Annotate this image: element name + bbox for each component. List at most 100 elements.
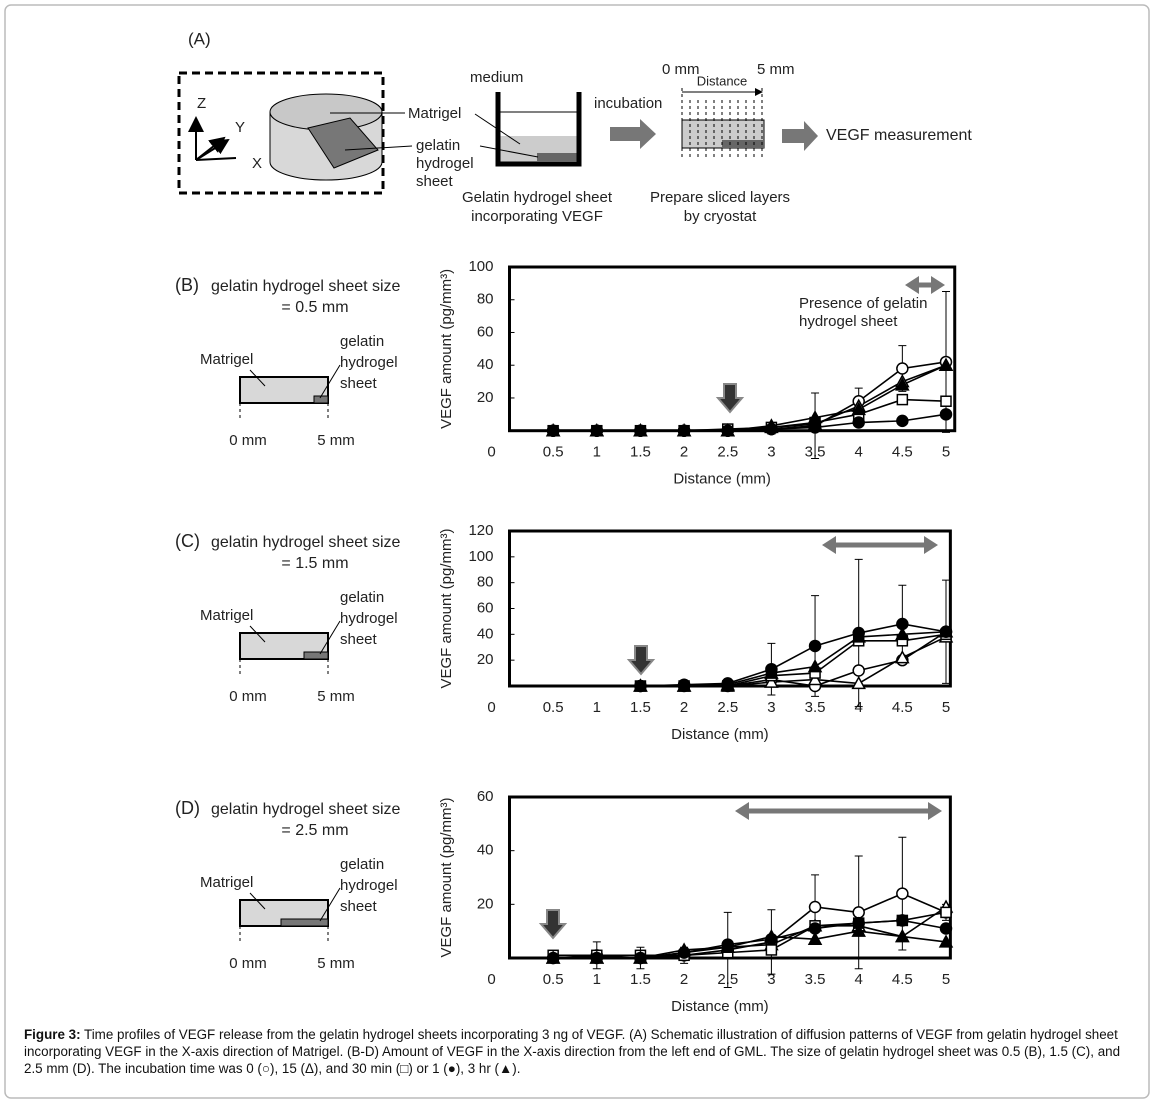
point bbox=[851, 675, 866, 690]
point bbox=[633, 678, 648, 692]
point bbox=[764, 418, 779, 432]
x-tick-label: 1 bbox=[593, 699, 601, 716]
point bbox=[808, 421, 822, 434]
x-tick-label: 4.5 bbox=[892, 699, 913, 716]
y-tick-label: 120 bbox=[468, 522, 493, 539]
panel-label: (C) bbox=[175, 531, 200, 551]
series-line bbox=[553, 398, 947, 432]
y-tick-label: 80 bbox=[477, 291, 494, 308]
series-line bbox=[640, 623, 947, 687]
series-line bbox=[553, 892, 947, 959]
x-tick-label: 2 bbox=[680, 971, 688, 988]
label: Matrigel bbox=[200, 351, 253, 368]
y-axis-label: VEGF amount (pg/mm³) bbox=[438, 797, 455, 957]
sheet bbox=[307, 117, 379, 169]
x-tick-label: 3.5 bbox=[805, 971, 826, 988]
point bbox=[896, 414, 909, 428]
x-tick-label: 3 bbox=[767, 971, 775, 988]
point bbox=[939, 408, 953, 421]
point bbox=[896, 914, 909, 927]
point bbox=[633, 950, 648, 964]
y-tick-label: 40 bbox=[477, 356, 494, 373]
y-tick-label: 20 bbox=[477, 651, 494, 668]
point bbox=[720, 939, 736, 954]
range-head bbox=[905, 276, 945, 294]
edge-lines bbox=[239, 926, 329, 943]
point bbox=[851, 923, 866, 937]
label: 5 mm bbox=[317, 955, 355, 972]
axes-icon bbox=[195, 120, 236, 161]
point bbox=[852, 906, 865, 919]
x-tick-label: 0.5 bbox=[543, 699, 564, 716]
label: Matrigel bbox=[408, 105, 461, 122]
label: hydrogel bbox=[340, 354, 398, 371]
label: hydrogel bbox=[416, 155, 474, 172]
edge-arrow bbox=[626, 645, 656, 676]
beaker bbox=[495, 92, 582, 167]
y-tick-label: 80 bbox=[477, 574, 494, 591]
point bbox=[807, 671, 823, 686]
x-tick-label: 0.5 bbox=[543, 444, 564, 461]
y-axis-label: VEGF amount (pg/mm³) bbox=[438, 269, 455, 429]
x-tick-label: 5 bbox=[942, 444, 950, 461]
y-tick-label: 40 bbox=[477, 842, 494, 859]
leader bbox=[249, 892, 266, 910]
label: hydrogel bbox=[340, 610, 398, 627]
x-tick-label: 1 bbox=[593, 444, 601, 461]
panel-size: = 1.5 mm bbox=[281, 555, 348, 572]
point bbox=[808, 900, 822, 914]
label: medium bbox=[470, 69, 523, 86]
series-line bbox=[640, 630, 947, 687]
x-tick-label: 4 bbox=[855, 444, 863, 461]
x-tick-label: 1.5 bbox=[630, 444, 651, 461]
edge-arrow bbox=[538, 909, 568, 940]
axis-y bbox=[195, 138, 230, 161]
point bbox=[765, 944, 778, 956]
edge-arrow bbox=[715, 383, 745, 414]
series-line bbox=[553, 361, 947, 432]
y-tick-label: 60 bbox=[477, 788, 494, 805]
label: gelatin bbox=[416, 137, 460, 154]
y-tick-label: 20 bbox=[477, 389, 494, 406]
axis-letter: X bbox=[252, 155, 262, 172]
leader bbox=[319, 887, 341, 922]
series-line bbox=[553, 364, 947, 432]
axis-letter: Z bbox=[197, 95, 206, 112]
point bbox=[940, 395, 952, 407]
sheet bbox=[280, 918, 329, 927]
panel-title: gelatin hydrogel sheet size bbox=[211, 278, 401, 295]
point bbox=[851, 401, 866, 416]
label: sheet bbox=[340, 375, 378, 392]
y-tick-label: 40 bbox=[477, 625, 494, 642]
caption-line: incorporating VEGF bbox=[471, 208, 603, 225]
y-tick-label: 100 bbox=[468, 548, 493, 565]
label: 0 mm bbox=[229, 432, 267, 449]
edge-lines bbox=[239, 659, 329, 676]
panel-size: = 0.5 mm bbox=[281, 299, 348, 316]
x-tick-label: 4.5 bbox=[892, 444, 913, 461]
point bbox=[764, 665, 779, 679]
dashed-box bbox=[177, 71, 385, 195]
sheet bbox=[537, 153, 577, 161]
caption-line: Prepare sliced layers bbox=[650, 189, 790, 206]
point bbox=[589, 423, 605, 437]
x-tick-label: 2 bbox=[680, 444, 688, 461]
caption-line: by cryostat bbox=[684, 208, 757, 225]
point bbox=[895, 650, 910, 664]
note: Presence of gelatin bbox=[799, 295, 927, 312]
panel-title: gelatin hydrogel sheet size bbox=[211, 801, 401, 818]
series-line bbox=[553, 919, 947, 959]
caption-text: Time profiles of VEGF release from the g… bbox=[24, 1027, 1121, 1076]
label: Distance bbox=[697, 73, 748, 88]
point bbox=[895, 928, 910, 943]
y-tick-label: 20 bbox=[477, 895, 494, 912]
point bbox=[895, 377, 910, 391]
point bbox=[764, 928, 779, 943]
label: Matrigel bbox=[200, 607, 253, 624]
point bbox=[938, 624, 954, 638]
point bbox=[589, 950, 605, 964]
point bbox=[676, 942, 692, 956]
axis-letter: Y bbox=[235, 119, 245, 136]
border bbox=[4, 4, 1150, 1099]
